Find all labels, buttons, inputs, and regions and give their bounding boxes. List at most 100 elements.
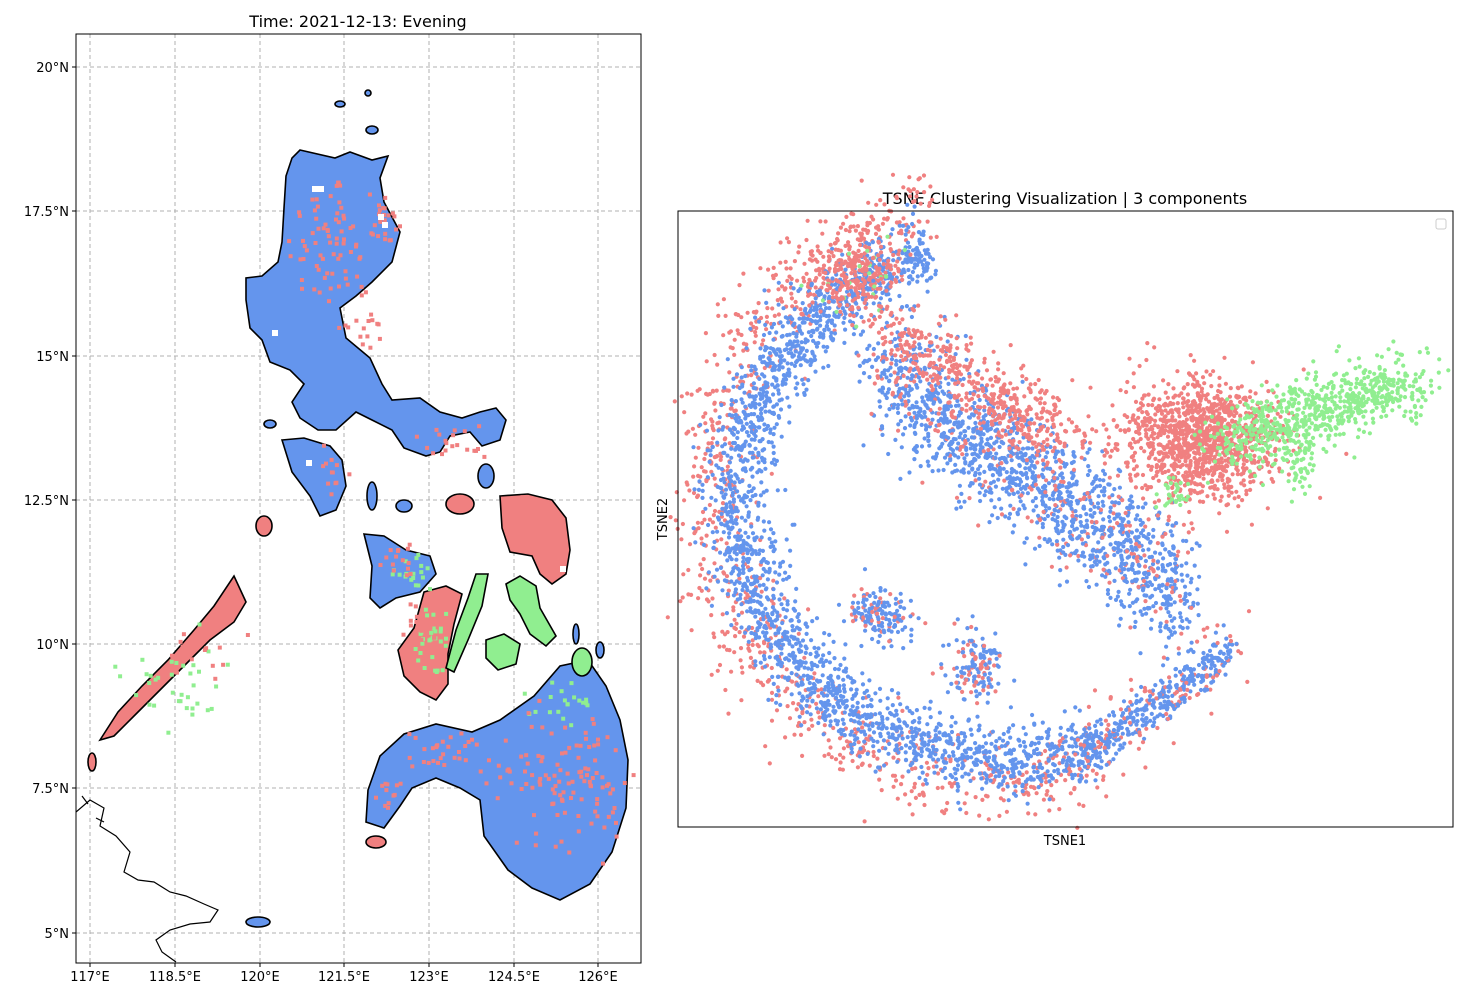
tsne-point — [906, 267, 911, 273]
tsne-point — [737, 479, 742, 485]
tsne-point — [894, 316, 899, 321]
tsne-point — [1061, 758, 1066, 763]
tsne-point — [859, 252, 864, 257]
lat-tick-label: 15°N — [36, 350, 69, 365]
tsne-point — [786, 574, 792, 580]
tsne-point — [746, 639, 751, 644]
tsne-point — [741, 570, 746, 575]
tsne-point — [726, 388, 731, 393]
cluster-cell — [520, 495, 525, 500]
tsne-point — [891, 258, 896, 263]
tsne-point — [792, 660, 797, 665]
tsne-point — [811, 313, 816, 318]
tsne-point — [779, 334, 784, 339]
tsne-point — [871, 749, 876, 755]
tsne-point — [706, 441, 711, 446]
tsne-point — [860, 329, 866, 334]
tsne-point — [916, 230, 922, 235]
cluster-cell — [595, 801, 600, 806]
tsne-point — [761, 617, 766, 622]
cluster-cell — [576, 829, 581, 834]
cluster-cell — [377, 208, 382, 213]
tsne-point — [768, 346, 773, 351]
tsne-point — [842, 340, 847, 345]
cluster-cell — [443, 438, 448, 443]
cluster-cell — [565, 771, 570, 776]
tsne-point — [828, 242, 833, 247]
tsne-point — [1020, 784, 1025, 789]
tsne-point — [810, 349, 815, 354]
tsne-point — [818, 219, 823, 224]
tsne-point — [799, 682, 804, 687]
tsne-point — [855, 224, 861, 229]
tsne-point — [1224, 645, 1230, 650]
cluster-cell — [587, 745, 592, 749]
cluster-cell — [595, 797, 600, 802]
tsne-point — [1209, 711, 1214, 716]
tsne-point — [1032, 721, 1037, 726]
cluster-cell — [322, 275, 327, 280]
tsne-point — [1028, 775, 1033, 780]
tsne-point — [792, 608, 798, 613]
cluster-cell — [326, 481, 331, 486]
tsne-point — [822, 327, 827, 332]
tsne-point — [802, 279, 807, 284]
tsne-point — [755, 517, 760, 522]
cluster-cell — [526, 711, 531, 716]
tsne-point — [920, 273, 925, 278]
tsne-point — [1139, 707, 1144, 712]
tsne-point — [769, 697, 775, 702]
tsne-point — [814, 701, 819, 706]
tsne-point — [766, 361, 771, 366]
coastline — [81, 795, 105, 823]
tsne-point — [815, 664, 820, 669]
tsne-point — [749, 321, 754, 326]
tsne-point — [797, 244, 802, 249]
cluster-cell — [369, 312, 374, 317]
tsne-point — [1228, 638, 1234, 644]
tsne-point — [845, 303, 850, 308]
tsne-point — [703, 331, 709, 336]
tsne-point — [759, 411, 764, 416]
tsne-point — [700, 566, 705, 572]
palawan-island — [98, 574, 247, 742]
tsne-point — [717, 644, 722, 649]
tsne-point — [713, 498, 718, 503]
tsne-point — [747, 443, 752, 448]
tsne-point — [821, 344, 826, 349]
tsne-point — [729, 406, 734, 411]
tsne-point — [715, 515, 721, 520]
tsne-point — [1073, 730, 1078, 735]
tsne-point — [930, 257, 936, 262]
tsne-point — [1034, 504, 1039, 509]
tsne-point — [1155, 541, 1160, 546]
tsne-point — [1007, 484, 1012, 489]
tsne-point — [850, 323, 855, 328]
cluster-cell — [432, 635, 437, 640]
tsne-point — [790, 317, 795, 322]
tsne-point — [1008, 705, 1014, 710]
cluster-cell — [452, 428, 457, 433]
tsne-point — [1190, 526, 1195, 531]
tsne-point — [1144, 703, 1149, 708]
tsne-point — [1133, 619, 1138, 625]
cluster-cell — [404, 573, 409, 578]
cluster-cell — [540, 755, 545, 760]
tsne-point — [764, 393, 769, 399]
tsne-point — [710, 472, 715, 477]
cluster-cell — [190, 706, 195, 711]
cluster-cell — [363, 290, 368, 295]
tsne-point — [1054, 745, 1059, 750]
nodata-cell — [382, 222, 388, 228]
cluster-cell — [195, 701, 200, 706]
tsne-point — [1008, 774, 1014, 779]
tsne-point — [783, 487, 788, 493]
tsne-point — [753, 315, 758, 320]
tsne-point — [715, 529, 720, 534]
tsne-point — [852, 719, 857, 724]
tsne-point — [722, 437, 727, 442]
cluster-cell — [546, 776, 551, 781]
tsne-point — [781, 306, 786, 311]
tsne-point — [1165, 656, 1170, 661]
cluster-cell — [584, 697, 589, 702]
